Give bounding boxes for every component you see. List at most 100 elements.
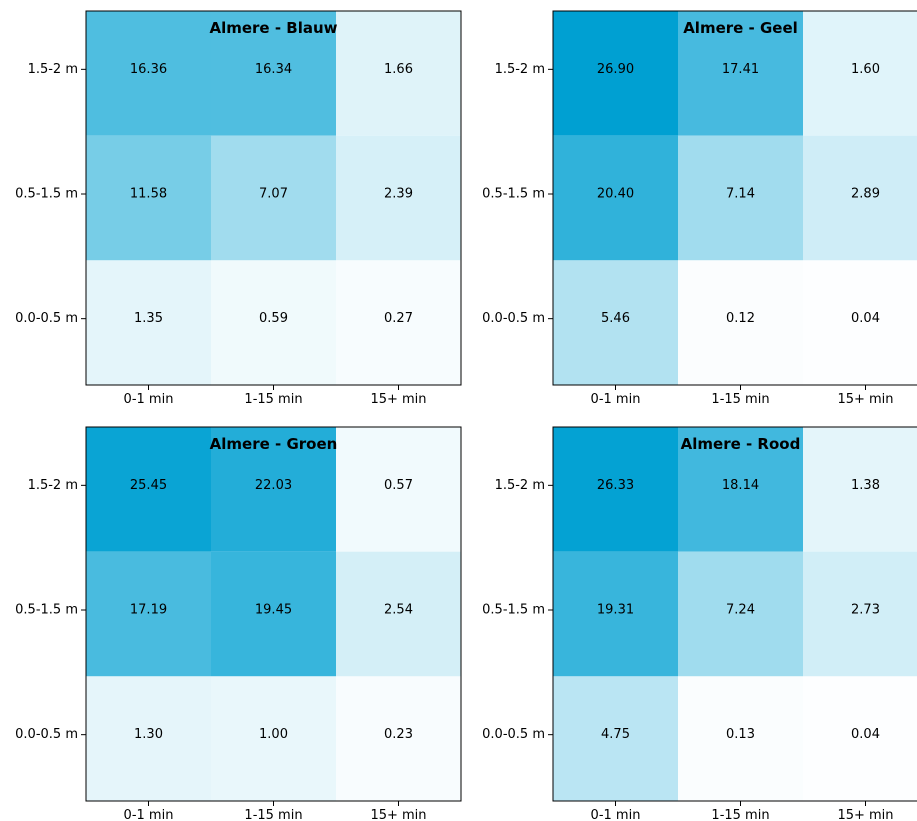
heatmap-cell: [336, 676, 461, 801]
heatmap-panel: 25.45 22.03 0.57 17.19 19.45 2.54 1.30 1.00 0.23…: [15, 426, 462, 821]
heatmap-cell: [211, 551, 336, 677]
cell-value-label: 1.35: [134, 311, 163, 326]
heatmap-cell: [336, 427, 461, 552]
cell-value-label: 7.24: [726, 603, 755, 618]
cell-value-label: 0.59: [259, 311, 288, 326]
heatmap-cell: [678, 551, 803, 677]
heatmap-cell: [553, 551, 678, 677]
y-tick-label: 1.5-2 m: [495, 62, 545, 77]
heatmap-cell: [211, 11, 336, 136]
heatmap-cell: [678, 427, 803, 552]
heatmap-cell: [803, 676, 917, 801]
heatmap-cell: [211, 260, 336, 385]
heatmap-cell: [336, 11, 461, 136]
panel-title: Almere - Blauw: [209, 19, 337, 37]
heatmap-cell: [211, 427, 336, 552]
cell-value-label: 11.58: [130, 187, 167, 202]
cell-value-label: 1.60: [851, 62, 880, 77]
cell-value-label: 4.75: [601, 727, 630, 742]
y-tick-label: 0.5-1.5 m: [482, 603, 545, 618]
heatmap-cell: [803, 551, 917, 677]
heatmap-cell: [86, 260, 211, 385]
heatmap-panel: 26.33 18.14 1.38 19.31 7.24 2.73 4.75 0.13 0.04 A…: [482, 426, 917, 821]
cell-value-label: 0.23: [384, 727, 413, 742]
cell-value-label: 16.36: [130, 62, 167, 77]
heatmap-cell: [678, 11, 803, 136]
cell-value-label: 26.33: [597, 478, 634, 493]
x-tick-label: 1-15 min: [244, 808, 302, 821]
x-tick-label: 15+ min: [370, 392, 426, 407]
heatmap-cell: [86, 11, 211, 136]
cell-value-label: 19.45: [255, 603, 292, 618]
heatmap-cell: [211, 676, 336, 801]
heatmap-cell: [86, 551, 211, 677]
heatmap-cell: [86, 135, 211, 261]
cell-value-label: 7.14: [726, 187, 755, 202]
y-tick-label: 0.5-1.5 m: [15, 603, 78, 618]
y-tick-label: 1.5-2 m: [28, 62, 78, 77]
heatmap-cell: [553, 11, 678, 136]
cell-value-label: 25.45: [130, 478, 167, 493]
cell-value-label: 2.54: [384, 603, 413, 618]
heatmap-panel: 16.36 16.34 1.66 11.58 7.07 2.39 1.35 0.59 0.27 A…: [15, 10, 462, 407]
cell-value-label: 22.03: [255, 478, 292, 493]
cell-value-label: 2.39: [384, 187, 413, 202]
heatmap-cell: [211, 135, 336, 261]
cell-value-label: 18.14: [722, 478, 759, 493]
heatmap-cell: [803, 135, 917, 261]
cell-value-label: 1.30: [134, 727, 163, 742]
y-tick-label: 0.0-0.5 m: [482, 727, 545, 742]
cell-value-label: 0.27: [384, 311, 413, 326]
heatmap-cell: [336, 551, 461, 677]
heatmap-cell: [678, 260, 803, 385]
panel-title: Almere - Groen: [210, 435, 338, 453]
heatmap-cell: [553, 135, 678, 261]
cell-value-label: 0.57: [384, 478, 413, 493]
cell-value-label: 17.19: [130, 603, 167, 618]
cell-value-label: 7.07: [259, 187, 288, 202]
x-tick-label: 15+ min: [370, 808, 426, 821]
y-tick-label: 0.0-0.5 m: [15, 311, 78, 326]
x-tick-label: 1-15 min: [711, 808, 769, 821]
heatmap-cell: [336, 135, 461, 261]
heatmap-cell: [553, 676, 678, 801]
cell-value-label: 16.34: [255, 62, 292, 77]
y-tick-label: 0.0-0.5 m: [482, 311, 545, 326]
x-tick-label: 0-1 min: [124, 808, 174, 821]
y-tick-label: 0.0-0.5 m: [15, 727, 78, 742]
heatmap-cell: [803, 11, 917, 136]
y-tick-label: 0.5-1.5 m: [15, 187, 78, 202]
y-tick-label: 0.5-1.5 m: [482, 187, 545, 202]
x-tick-label: 15+ min: [837, 392, 893, 407]
x-tick-label: 1-15 min: [711, 392, 769, 407]
panel-title: Almere - Geel: [683, 19, 798, 37]
cell-value-label: 5.46: [601, 311, 630, 326]
cell-value-label: 2.73: [851, 603, 880, 618]
cell-value-label: 17.41: [722, 62, 759, 77]
heatmap-cell: [553, 260, 678, 385]
x-tick-label: 1-15 min: [244, 392, 302, 407]
heatmap-cell: [86, 676, 211, 801]
heatmap-cell: [678, 135, 803, 261]
cell-value-label: 19.31: [597, 603, 634, 618]
cell-value-label: 0.13: [726, 727, 755, 742]
heatmap-cell: [553, 427, 678, 552]
cell-value-label: 0.12: [726, 311, 755, 326]
cell-value-label: 1.38: [851, 478, 880, 493]
heatmap-cell: [336, 260, 461, 385]
x-tick-label: 0-1 min: [124, 392, 174, 407]
y-tick-label: 1.5-2 m: [28, 478, 78, 493]
x-tick-label: 0-1 min: [591, 808, 641, 821]
cell-value-label: 0.04: [851, 727, 880, 742]
heatmap-cell: [803, 260, 917, 385]
heatmap-cell: [803, 427, 917, 552]
panel-title: Almere - Rood: [681, 435, 801, 453]
heatmap-cell: [678, 676, 803, 801]
heatmap-panel: 26.90 17.41 1.60 20.40 7.14 2.89 5.46 0.12 0.04 A…: [482, 10, 917, 407]
heatmap-cell: [86, 427, 211, 552]
cell-value-label: 0.04: [851, 311, 880, 326]
x-tick-label: 0-1 min: [591, 392, 641, 407]
cell-value-label: 1.00: [259, 727, 288, 742]
x-tick-label: 15+ min: [837, 808, 893, 821]
